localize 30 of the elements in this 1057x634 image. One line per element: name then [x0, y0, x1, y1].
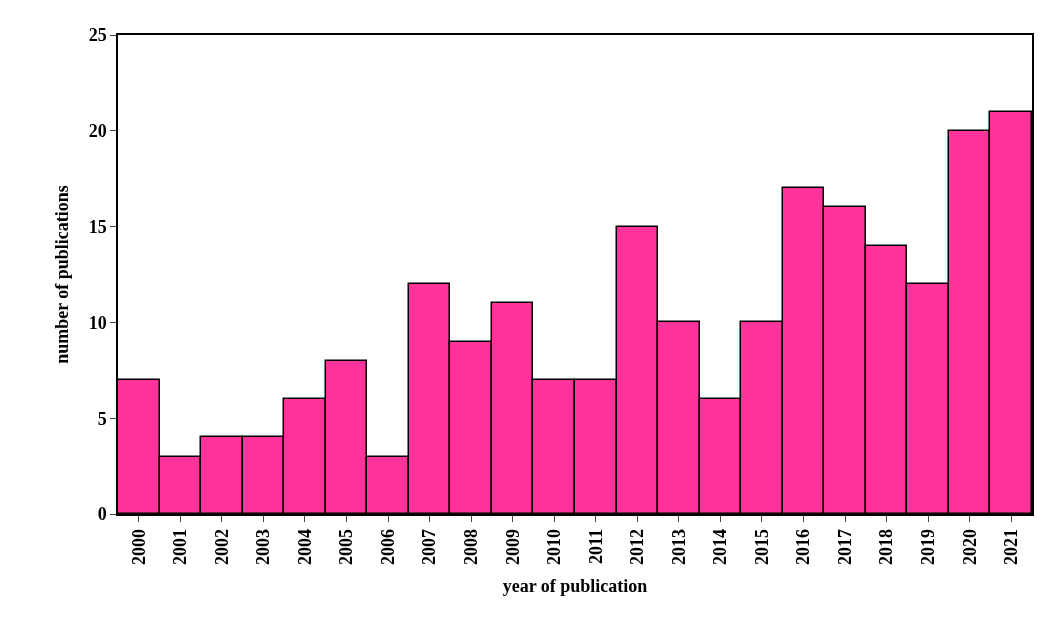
x-tick-label: 2011 [585, 528, 606, 564]
x-tick-label: 2016 [793, 528, 814, 565]
x-axis-title: year of publication [502, 575, 648, 596]
y-tick-label: 5 [97, 408, 107, 429]
y-tick-label: 15 [88, 216, 107, 237]
x-tick-label: 2008 [460, 528, 481, 565]
x-tick-label: 2015 [751, 528, 772, 565]
x-tick-label: 2004 [294, 528, 315, 565]
x-tick-label: 2012 [627, 528, 648, 565]
y-axis-title: number of publications [52, 185, 73, 364]
x-tick-label: 2003 [253, 528, 274, 565]
x-tick-label: 2014 [710, 528, 731, 565]
x-tick-label: 2010 [544, 528, 565, 565]
x-tick-label: 2013 [668, 528, 689, 565]
x-tick-label: 2002 [211, 528, 232, 565]
y-tick-label: 25 [88, 25, 107, 46]
x-tick-label: 2005 [336, 528, 357, 565]
x-tick-label: 2020 [959, 528, 980, 565]
x-tick-label: 2001 [170, 528, 191, 565]
x-tick-label: 2021 [1001, 528, 1022, 565]
x-tick-label: 2007 [419, 528, 440, 565]
y-tick-label: 20 [88, 121, 107, 142]
y-tick-label: 0 [97, 504, 107, 525]
x-tick-label: 2006 [377, 528, 398, 565]
x-tick-label: 2009 [502, 528, 523, 565]
x-tick-label: 2000 [128, 528, 149, 565]
y-tick-label: 10 [88, 312, 107, 333]
x-tick-label: 2018 [876, 528, 897, 565]
x-tick-label: 2017 [834, 528, 855, 565]
x-tick-label: 2019 [917, 528, 938, 565]
